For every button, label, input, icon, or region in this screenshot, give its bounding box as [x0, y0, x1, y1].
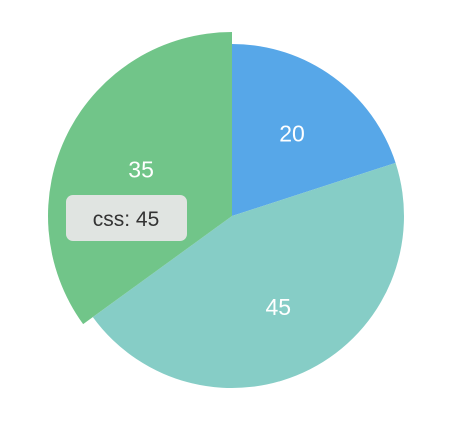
tooltip: css: 45 [66, 195, 187, 241]
slice-value-label-3: 35 [128, 157, 154, 183]
tooltip-text: css: 45 [93, 208, 160, 231]
slice-value-label-2: 45 [266, 294, 292, 320]
slice-value-label-1: 20 [279, 121, 305, 147]
